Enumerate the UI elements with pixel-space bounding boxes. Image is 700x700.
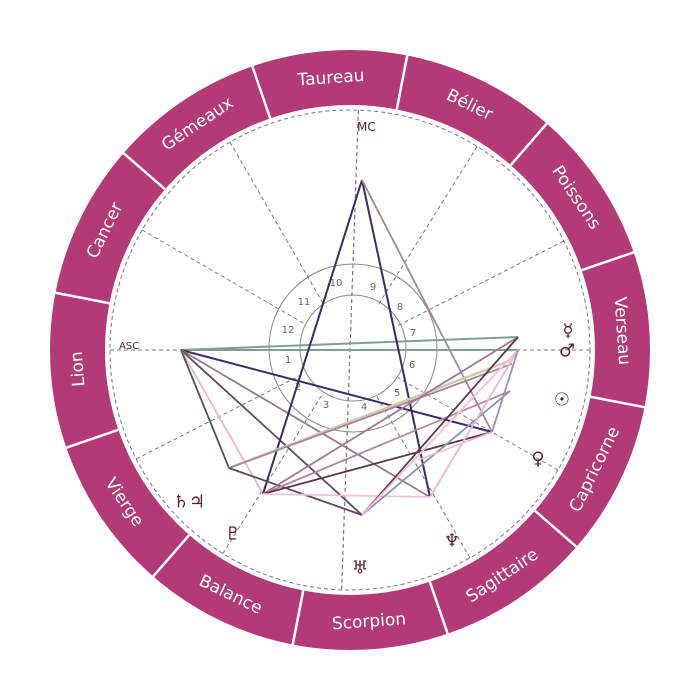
sign-divider bbox=[291, 590, 305, 645]
aspect-line bbox=[228, 467, 363, 516]
sign-divider bbox=[428, 581, 449, 635]
planet-glyphs: ☿♂ ☉ ♀ ♆ ♅ ♇ ♄♃ bbox=[173, 321, 575, 579]
aspect-lines bbox=[180, 179, 519, 516]
aspect-line bbox=[180, 349, 363, 516]
aspect-line bbox=[361, 179, 493, 433]
saturn-jupiter-icon: ♄♃ bbox=[173, 492, 205, 513]
ring-band bbox=[50, 50, 650, 650]
sign-divider bbox=[590, 395, 645, 409]
mc-label: MC bbox=[357, 120, 376, 134]
neptune-icon: ♆ bbox=[444, 531, 460, 552]
mars-icon: ♂ bbox=[559, 341, 575, 362]
aspect-line bbox=[262, 493, 431, 498]
house-number-5: 5 bbox=[394, 388, 400, 399]
house-cusp-9 bbox=[377, 146, 478, 307]
sign-divider bbox=[55, 291, 110, 305]
house-number-10: 10 bbox=[330, 278, 343, 289]
house-ring-inner bbox=[299, 294, 407, 402]
angle-labels: ASC MC bbox=[119, 120, 376, 352]
house-number-12: 12 bbox=[282, 325, 295, 336]
house-number-3: 3 bbox=[323, 400, 329, 411]
aspect-line bbox=[180, 349, 230, 469]
house-ring-outer bbox=[268, 263, 438, 433]
aspect-line bbox=[180, 349, 493, 433]
mercury-icon: ☿ bbox=[562, 321, 573, 342]
aspect-line bbox=[262, 179, 363, 495]
sign-divider bbox=[122, 152, 166, 191]
aspect-line bbox=[361, 336, 519, 516]
sign-divider bbox=[251, 65, 272, 119]
sign-label-9: Lion bbox=[67, 351, 89, 388]
aspect-line bbox=[491, 349, 519, 433]
pluto-icon: ♇ bbox=[225, 524, 241, 545]
aspect-line bbox=[262, 336, 519, 495]
house-number-9: 9 bbox=[370, 282, 376, 293]
aspect-line bbox=[180, 336, 519, 351]
venus-icon: ♀ bbox=[531, 449, 544, 470]
sign-divider bbox=[152, 534, 191, 578]
aspect-line bbox=[262, 431, 493, 495]
house-number-1: 1 bbox=[285, 355, 291, 366]
aspect-line bbox=[180, 349, 264, 495]
sign-divider bbox=[65, 428, 119, 449]
sign-divider bbox=[509, 122, 548, 166]
house-number-6: 6 bbox=[409, 360, 415, 371]
aspect-line bbox=[262, 390, 511, 495]
house-number-4: 4 bbox=[361, 402, 367, 413]
aspect-line bbox=[361, 349, 519, 516]
house-cusp-11 bbox=[229, 141, 325, 306]
sign-divider bbox=[581, 251, 635, 272]
house-cusp-3 bbox=[222, 393, 323, 554]
sign-divider bbox=[395, 55, 409, 110]
house-number-2: 2 bbox=[295, 382, 301, 393]
house-number-11: 11 bbox=[298, 297, 311, 308]
house-cusp-12 bbox=[141, 229, 306, 325]
house-cusp-6 bbox=[394, 375, 559, 471]
house-number-7: 7 bbox=[410, 328, 416, 339]
house-number-8: 8 bbox=[397, 302, 403, 313]
aspect-line bbox=[361, 179, 431, 498]
sun-icon: ☉ bbox=[554, 390, 570, 411]
aspect-line bbox=[180, 349, 431, 498]
sign-label-3: Verseau bbox=[609, 296, 634, 365]
asc-label: ASC bbox=[119, 341, 139, 352]
aspect-line bbox=[228, 363, 513, 469]
aspect-line bbox=[417, 431, 493, 461]
house-cusp-2 bbox=[135, 373, 304, 460]
house-cusp-8 bbox=[396, 240, 565, 327]
uranus-icon: ♅ bbox=[352, 558, 368, 579]
sign-divider bbox=[534, 509, 578, 548]
sign-label-0: Taureau bbox=[296, 66, 365, 91]
aspect-line bbox=[429, 349, 519, 498]
